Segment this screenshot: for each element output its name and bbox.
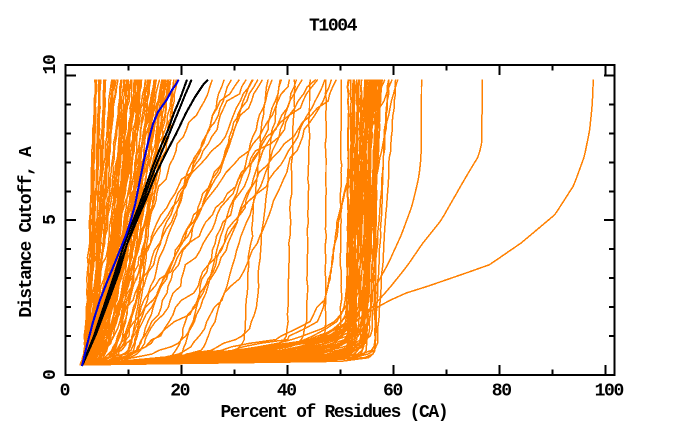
svg-text:40: 40 <box>277 381 296 401</box>
svg-text:80: 80 <box>492 381 511 401</box>
svg-text:T1004: T1004 <box>309 17 358 37</box>
svg-text:5: 5 <box>41 215 61 225</box>
svg-text:20: 20 <box>170 381 189 401</box>
svg-text:60: 60 <box>383 381 402 401</box>
svg-text:10: 10 <box>41 55 61 74</box>
svg-text:Distance Cutoff, A: Distance Cutoff, A <box>17 146 37 318</box>
svg-text:0: 0 <box>41 370 61 380</box>
svg-text:Percent of Residues (CA): Percent of Residues (CA) <box>220 403 447 423</box>
svg-text:0: 0 <box>60 381 70 401</box>
svg-text:100: 100 <box>595 381 624 401</box>
